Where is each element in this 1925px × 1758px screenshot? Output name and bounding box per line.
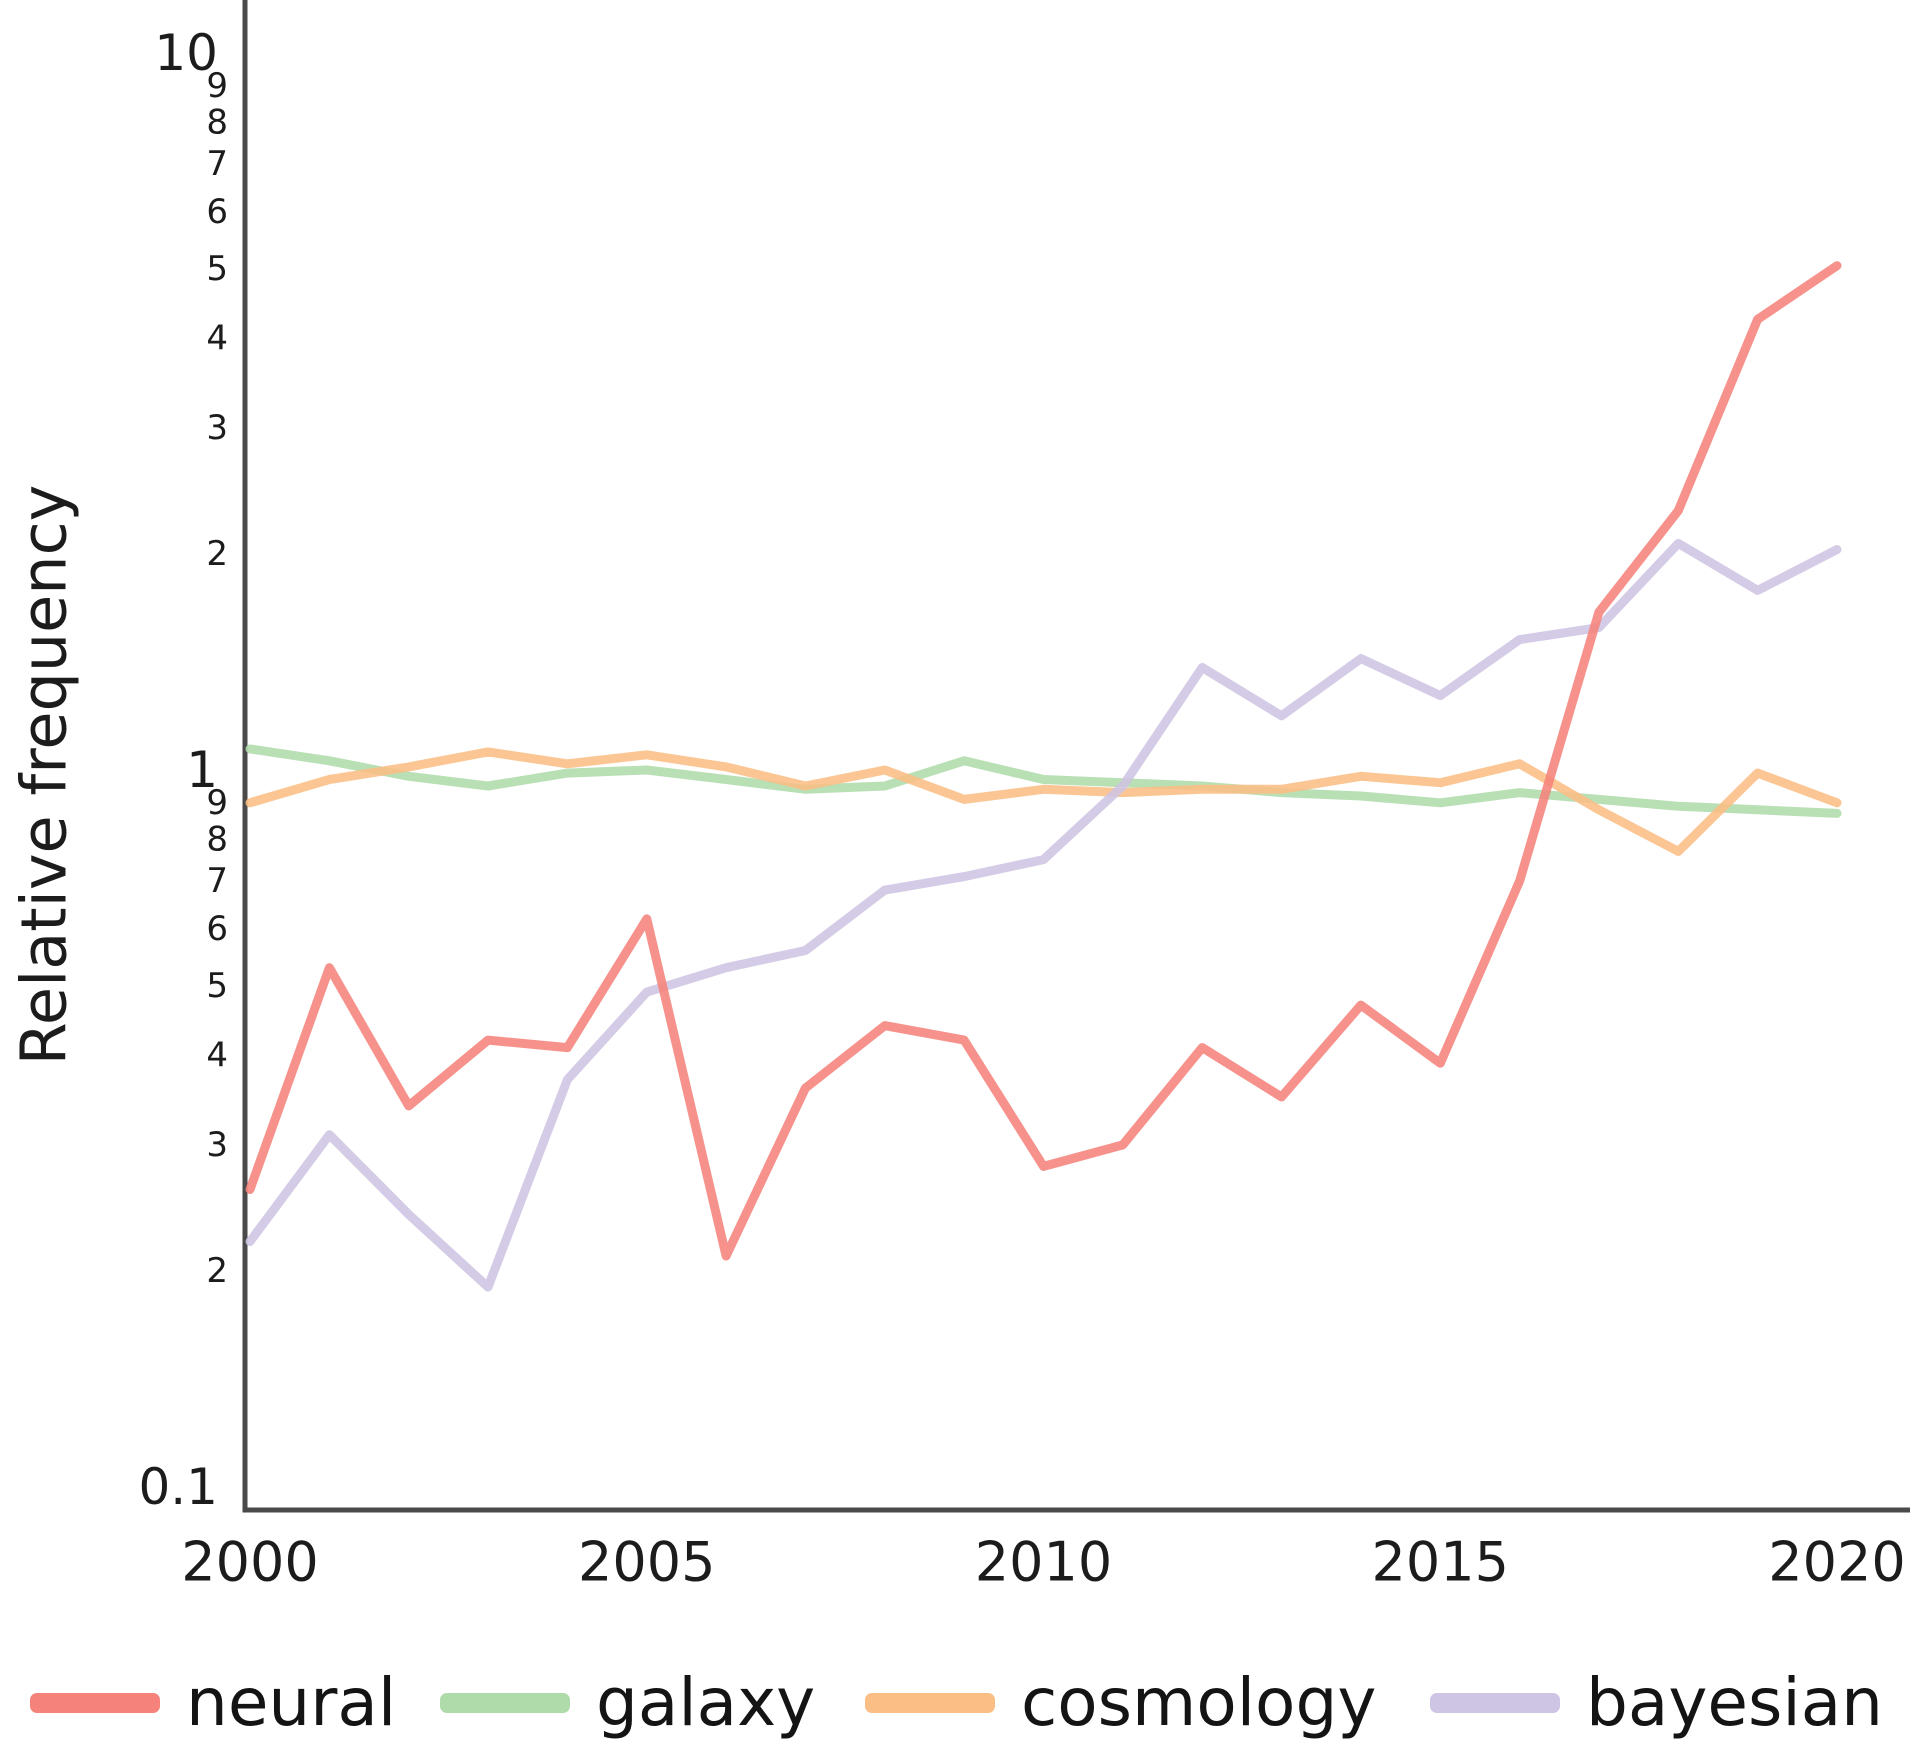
legend-swatch-bayesian — [1430, 1692, 1560, 1713]
legend-label: cosmology — [1021, 1663, 1377, 1741]
y-minor-tick-label: 6 — [206, 192, 228, 232]
legend-swatch-neural — [30, 1692, 160, 1713]
legend-swatch-cosmology — [865, 1692, 995, 1713]
legend: neural galaxy cosmology bayesian — [0, 1655, 1925, 1750]
legend-label: bayesian — [1586, 1663, 1883, 1741]
y-minor-tick-label: 7 — [206, 144, 228, 184]
y-minor-tick-label: 5 — [206, 966, 228, 1006]
y-major-tick-label: 0.1 — [138, 1458, 218, 1516]
series-line-cosmology — [245, 747, 1842, 856]
y-axis-title: Relative frequency — [8, 485, 81, 1066]
x-tick-label: 2000 — [181, 1531, 318, 1594]
y-minor-tick-label: 6 — [206, 909, 228, 949]
x-tick-label: 2020 — [1768, 1531, 1905, 1594]
y-minor-tick-label: 2 — [206, 534, 228, 574]
y-minor-tick-label: 3 — [206, 408, 228, 448]
y-minor-tick-label: 2 — [206, 1251, 228, 1291]
y-minor-tick-label: 3 — [206, 1125, 228, 1165]
legend-label: neural — [186, 1663, 397, 1741]
y-minor-tick-label: 8 — [206, 102, 228, 142]
y-minor-tick-label: 4 — [206, 1035, 228, 1075]
series-line-galaxy — [245, 744, 1842, 818]
y-major-tick-label: 1 — [186, 741, 218, 799]
legend-item-cosmology: cosmology — [865, 1655, 1376, 1750]
x-tick-label: 2015 — [1372, 1531, 1509, 1594]
x-tick-label: 2005 — [578, 1531, 715, 1594]
legend-item-galaxy: galaxy — [440, 1655, 815, 1750]
y-major-tick-label: 10 — [154, 24, 218, 82]
legend-item-bayesian: bayesian — [1430, 1655, 1883, 1750]
y-minor-tick-label: 8 — [206, 819, 228, 859]
series-line-bayesian — [245, 538, 1842, 1292]
legend-item-neural: neural — [30, 1655, 396, 1750]
y-minor-tick-label: 7 — [206, 861, 228, 901]
series-line-neural — [245, 261, 1842, 1261]
y-minor-tick-label: 4 — [206, 318, 228, 358]
y-minor-tick-label: 9 — [206, 66, 228, 106]
legend-label: galaxy — [596, 1663, 816, 1741]
y-minor-tick-label: 9 — [206, 783, 228, 823]
legend-swatch-galaxy — [440, 1692, 570, 1713]
x-tick-label: 2010 — [975, 1531, 1112, 1594]
y-minor-tick-label: 5 — [206, 249, 228, 289]
